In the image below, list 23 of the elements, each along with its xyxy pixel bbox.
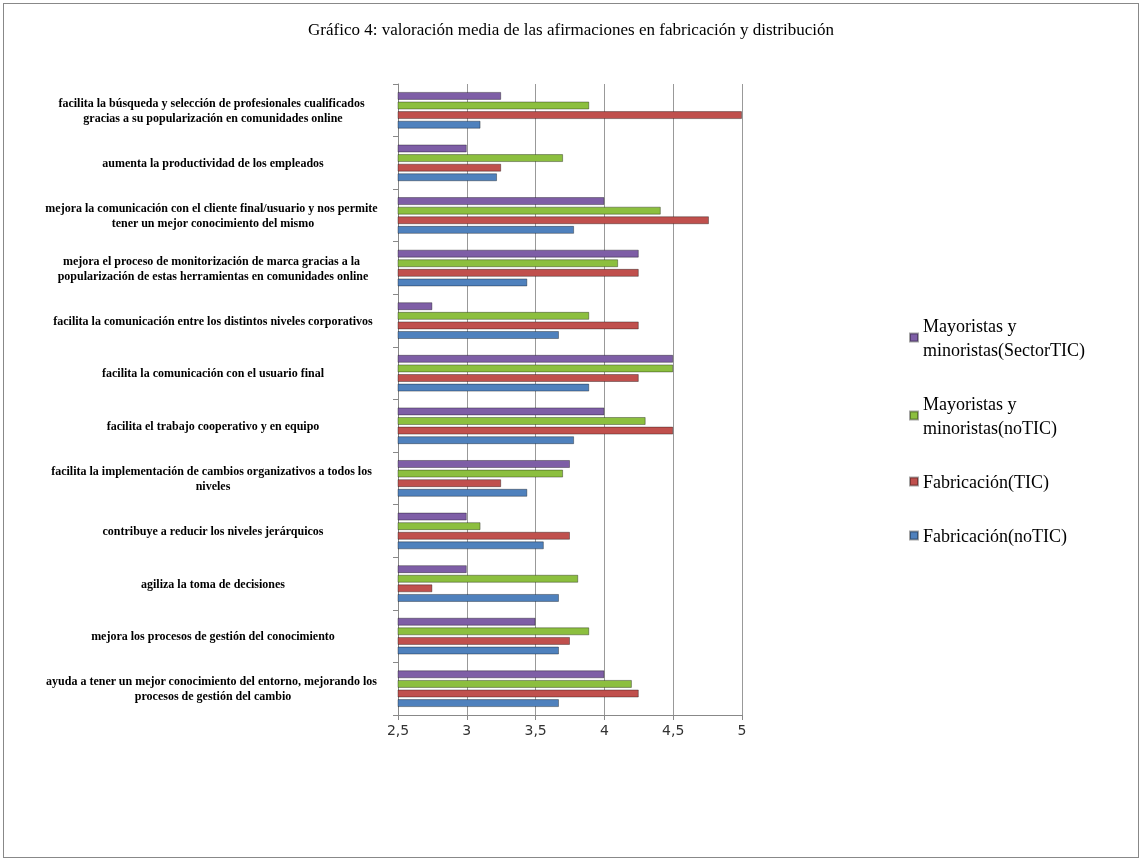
- y-tick-label: mejora los procesos de gestión del conocimiento: [91, 629, 335, 644]
- y-tick-label: facilita el trabajo cooperativo y en equipo: [106, 418, 320, 433]
- y-tick-label: mejora la comunicación con el cliente final/usuario y nos permite tener un mejor conocimiento del mismo: [45, 200, 381, 230]
- x-tick-label: 3,5: [524, 722, 547, 738]
- x-tick-label: 2,5: [386, 722, 410, 738]
- x-tick-label: 3: [462, 722, 472, 738]
- y-tick-label: facilita la comunicación entre los distintos niveles corporativos: [53, 313, 374, 328]
- y-tick-label: facilita la búsqueda y selección de profesionales cualificados gracias a su popularización en comunidades online: [58, 95, 368, 125]
- x-tick-label: 4: [599, 722, 609, 738]
- y-tick-label: aumenta la productividad de los empleados: [102, 155, 325, 170]
- y-tick-label: facilita la comunicación con el usuario final: [102, 366, 325, 381]
- legend-label: Fabricación(noTIC): [923, 525, 1067, 547]
- legend-label: Fabricación(TIC): [923, 471, 1049, 493]
- x-tick-label: 5: [737, 722, 747, 738]
- chart-title: Gráfico 4: valoración media de las afirmaciones en fabricación y distribución: [308, 20, 835, 39]
- legend-label: Mayoristas y minoristas(SectorTIC): [923, 315, 1085, 361]
- y-tick-label: ayuda a tener un mejor conocimiento del entorno, mejorando los procesos de gestión del cambio: [46, 674, 380, 704]
- y-tick-label: mejora el proceso de monitorización de marca gracias a la popularización de estas herramientas en comunidades online: [57, 253, 370, 283]
- y-tick-label: contribuye a reducir los niveles jerárquicos: [102, 523, 324, 538]
- y-tick-label: facilita la implementación de cambios organizativos a todos los niveles: [51, 463, 375, 493]
- x-tick-label: 4,5: [662, 722, 685, 738]
- y-tick-label: agiliza la toma de decisiones: [141, 576, 286, 591]
- legend-label: Mayoristas y minoristas(noTIC): [923, 393, 1057, 439]
